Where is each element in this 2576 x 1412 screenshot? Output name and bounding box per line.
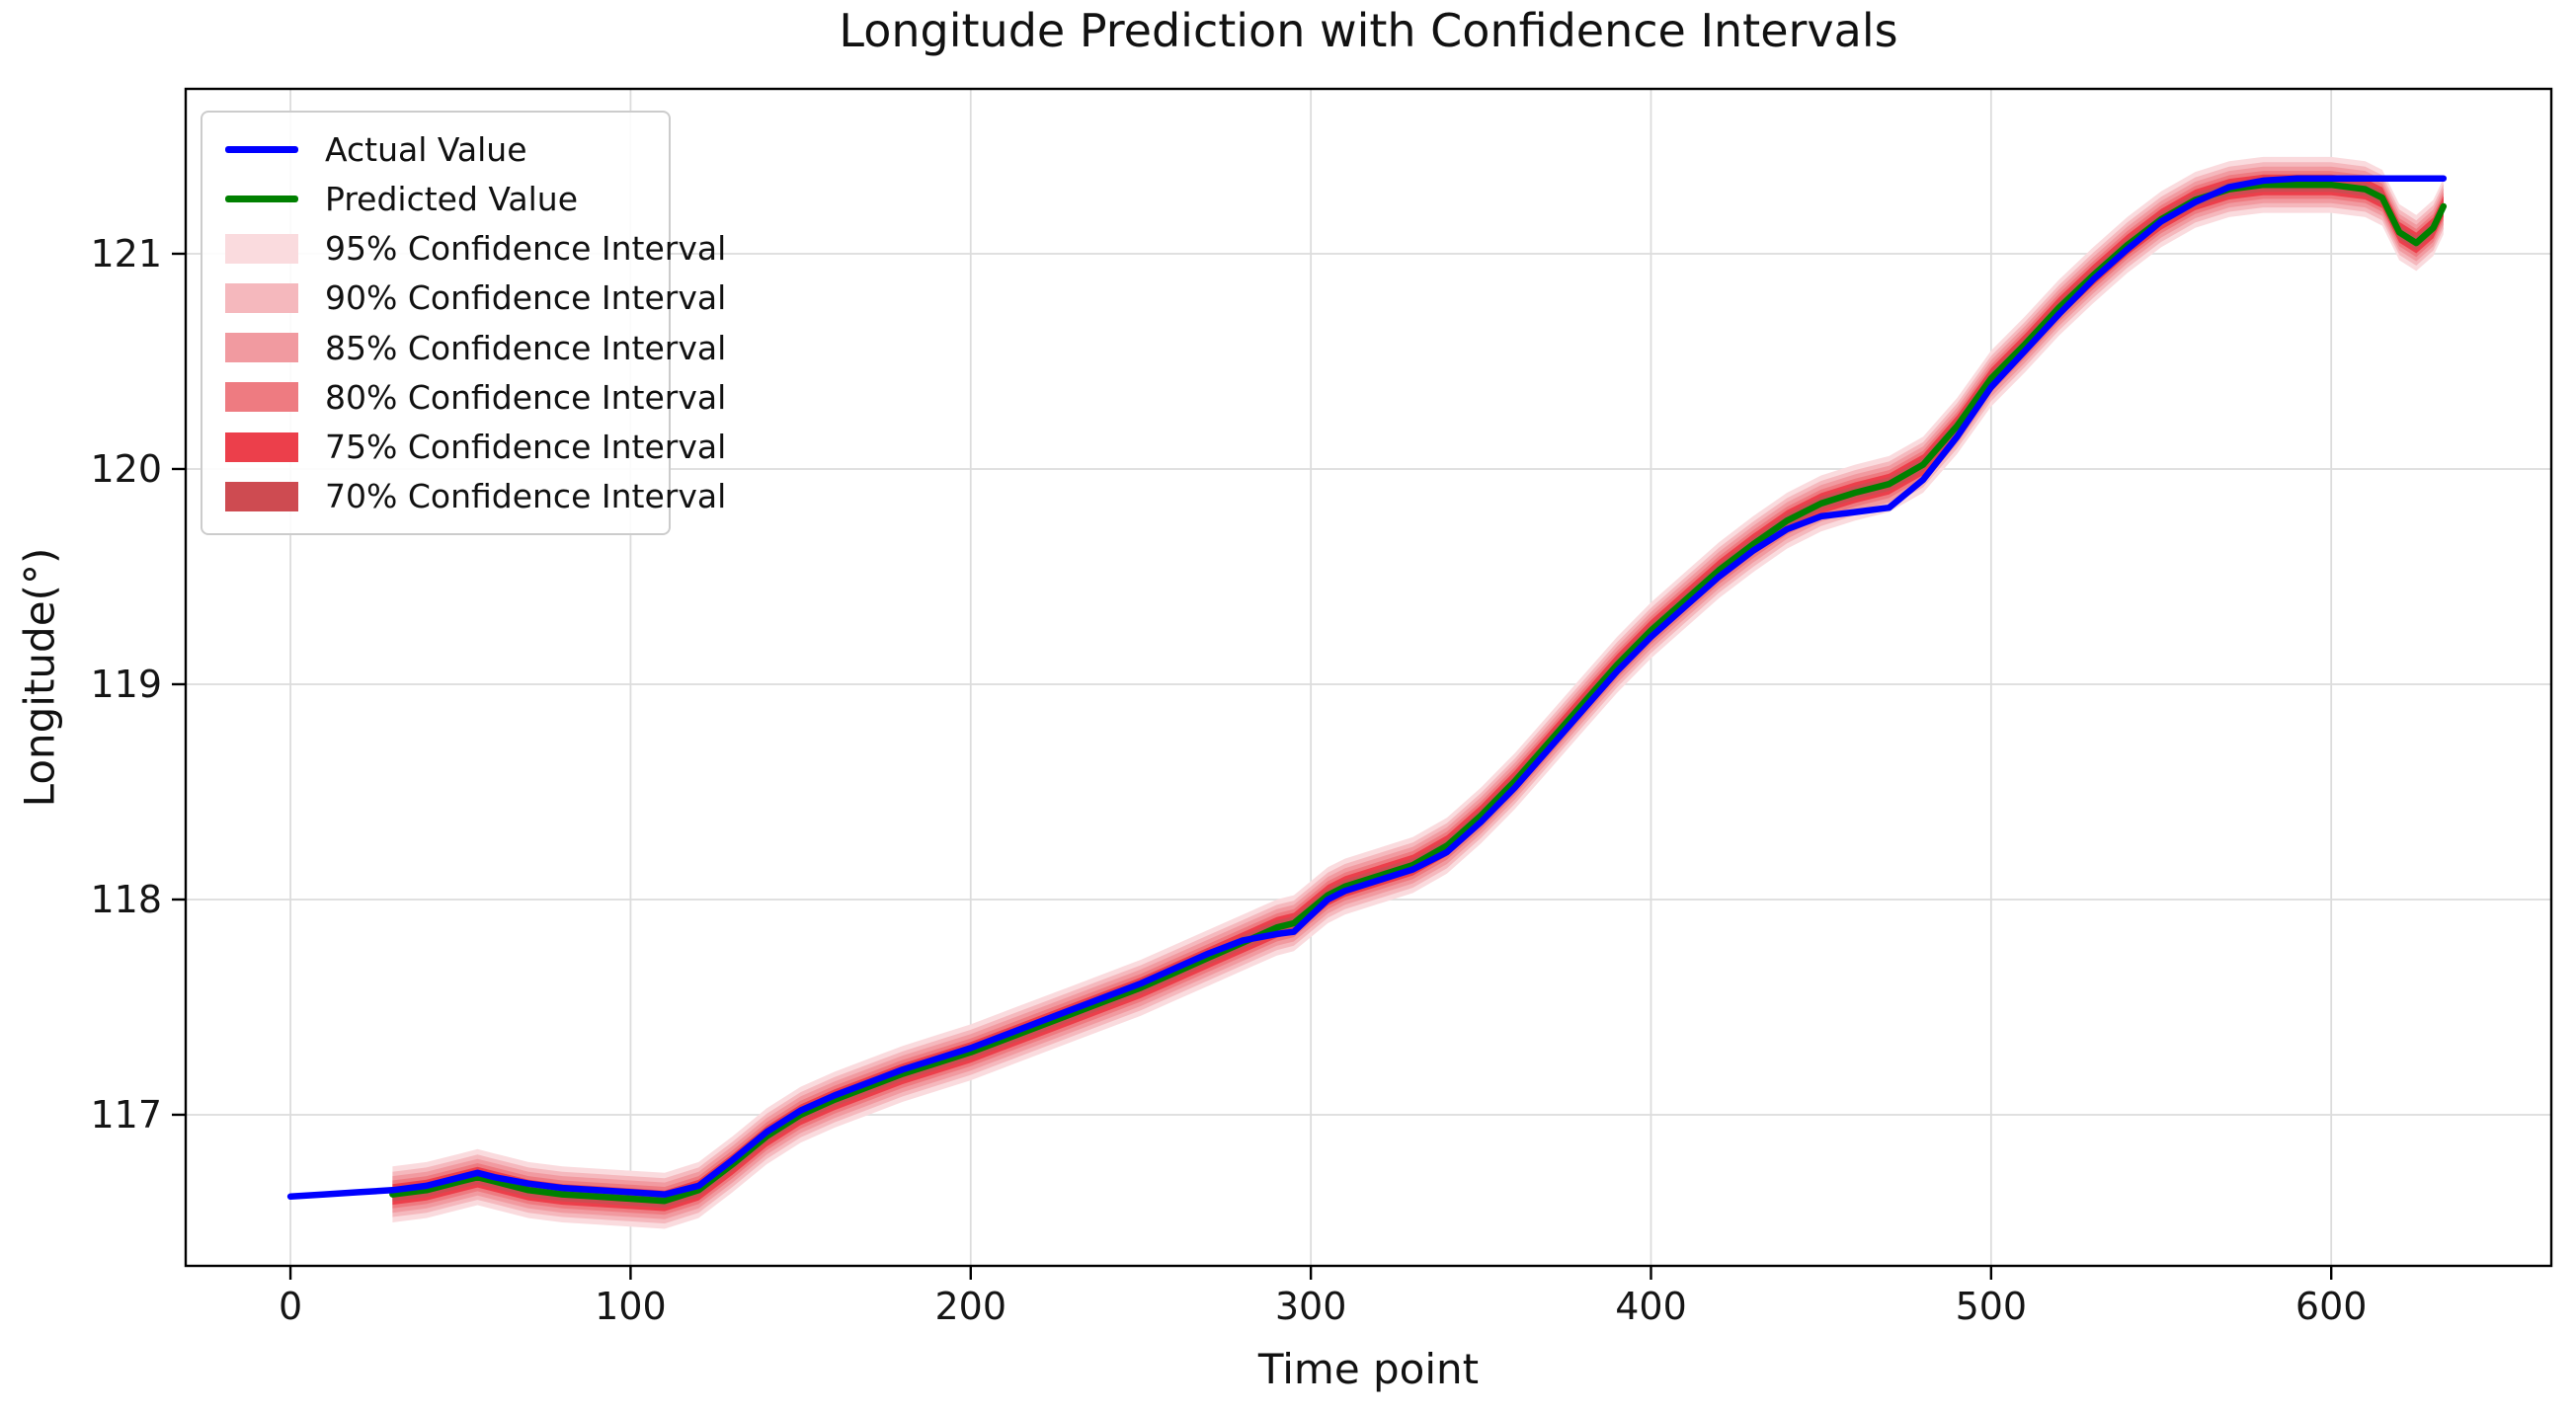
x-tick-label: 400	[1615, 1285, 1687, 1328]
y-tick-label: 120	[90, 447, 162, 491]
chart-title: Longitude Prediction with Confidence Int…	[839, 4, 1898, 57]
y-axis-label: Longitude(°)	[15, 547, 64, 808]
axes-layer: 0 100 200 300 400 500 600 117 118 119 120 121	[90, 87, 2553, 1328]
ci-band-90%	[392, 162, 2444, 1224]
legend-swatch-ci75-patch	[225, 431, 298, 462]
legend-label: 90% Confidence Interval	[325, 278, 727, 318]
x-tick-label: 0	[279, 1285, 302, 1328]
x-axis-label: Time point	[1257, 1345, 1480, 1393]
y-tick-label: 118	[90, 878, 162, 921]
x-tick-label: 600	[2295, 1285, 2368, 1328]
ci-band-95%	[392, 156, 2444, 1229]
ci-band-85%	[392, 166, 2444, 1219]
y-tick-label: 121	[90, 232, 162, 275]
y-tick-label: 117	[90, 1093, 162, 1137]
legend-label: Predicted Value	[325, 179, 579, 218]
legend-item-ci75: 75% Confidence Interval	[220, 427, 726, 468]
y-tick-label: 119	[90, 663, 162, 706]
x-tick-label: 300	[1275, 1285, 1347, 1328]
legend: Actual Value Predicted Value 95% Confide…	[201, 111, 726, 535]
legend-swatch-ci95-patch	[225, 233, 298, 264]
series-line-actual-value	[286, 175, 2448, 1201]
x-tick-label: 200	[935, 1285, 1007, 1328]
legend-swatch-predicted-line	[225, 195, 298, 202]
legend-item-ci90: 90% Confidence Interval	[220, 277, 726, 319]
legend-swatch-ci70-patch	[225, 481, 298, 511]
legend-swatch-ci90-patch	[225, 282, 298, 313]
legend-item-actual: Actual Value	[220, 128, 651, 170]
x-tick-label: 500	[1956, 1285, 2028, 1328]
legend-item-ci80: 80% Confidence Interval	[220, 376, 726, 418]
legend-label: Actual Value	[325, 129, 527, 169]
legend-label: 80% Confidence Interval	[325, 377, 727, 417]
ci-bands-layer	[392, 156, 2444, 1229]
legend-label: 85% Confidence Interval	[325, 328, 727, 367]
legend-swatch-ci85-patch	[225, 333, 298, 363]
legend-swatch-actual-line	[225, 145, 298, 153]
series-layer	[286, 175, 2448, 1205]
plot-border	[184, 87, 2553, 1268]
legend-label: 95% Confidence Interval	[325, 229, 727, 269]
legend-label: 70% Confidence Interval	[325, 477, 727, 516]
legend-item-predicted: Predicted Value	[220, 178, 651, 219]
legend-item-ci85: 85% Confidence Interval	[220, 327, 726, 368]
legend-label: 75% Confidence Interval	[325, 428, 727, 467]
legend-item-ci70: 70% Confidence Interval	[220, 476, 726, 517]
legend-swatch-ci80-patch	[225, 382, 298, 413]
legend-item-ci95: 95% Confidence Interval	[220, 228, 726, 270]
x-tick-label: 100	[595, 1285, 667, 1328]
